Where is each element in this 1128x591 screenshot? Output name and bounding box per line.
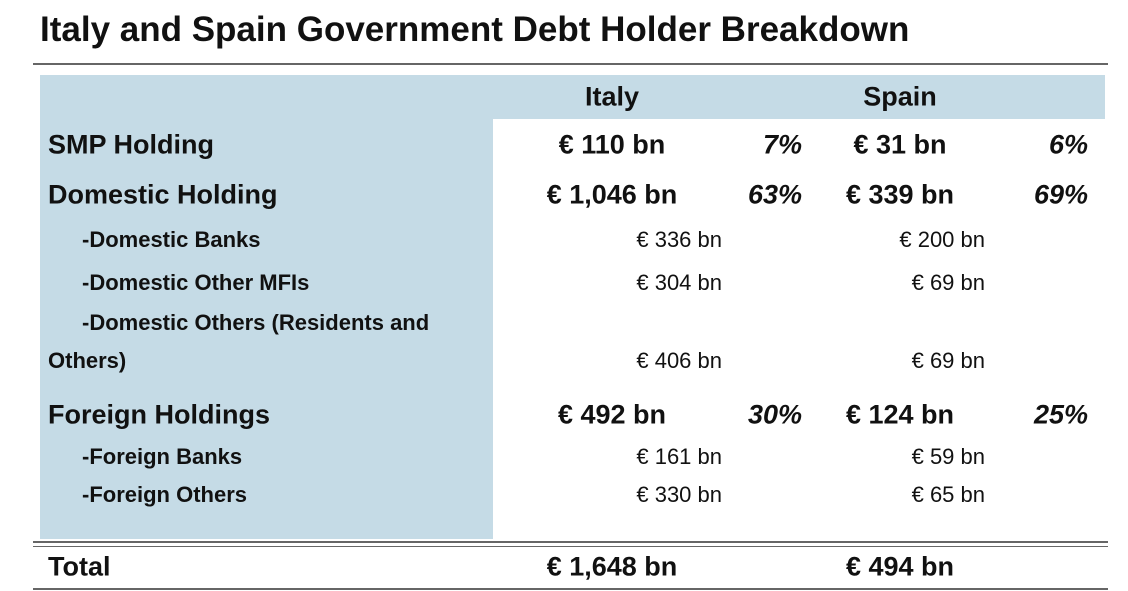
- sub-row-label: -Domestic Other MFIs: [82, 270, 310, 295]
- italy-amount: € 1,046 bn: [546, 179, 678, 210]
- italy-sub-amount: € 406 bn: [636, 348, 722, 373]
- spain-share: 6%: [1048, 129, 1088, 160]
- sub-row-label: -Foreign Others: [82, 482, 248, 507]
- italy-amount: € 492 bn: [557, 399, 667, 430]
- spain-sub-amount: € 69 bn: [911, 348, 985, 373]
- italy-sub-amount: € 330 bn: [636, 482, 722, 507]
- column-header: Spain: [863, 81, 937, 112]
- spain-sub-amount: € 59 bn: [911, 444, 985, 469]
- italy-share: 63%: [747, 179, 802, 210]
- total-italy: € 1,648 bn: [546, 551, 678, 582]
- spain-amount: € 124 bn: [845, 399, 955, 430]
- spain-share: 25%: [1033, 399, 1088, 430]
- spain-sub-amount: € 200 bn: [899, 227, 985, 252]
- sub-row-label: -Domestic Others (Residents and Others): [48, 310, 430, 373]
- total-rule: [33, 546, 1108, 547]
- spain-sub-amount: € 65 bn: [911, 482, 985, 507]
- bottom-rule: [33, 588, 1108, 590]
- italy-sub-amount: € 336 bn: [636, 227, 722, 252]
- row-label: SMP Holding: [48, 129, 214, 160]
- sub-row-label: -Domestic Banks: [82, 227, 261, 252]
- italy-sub-amount: € 161 bn: [636, 444, 722, 469]
- spain-amount: € 339 bn: [845, 179, 955, 210]
- total-label: Total: [48, 551, 111, 582]
- sub-row-label: -Foreign Banks: [82, 444, 243, 469]
- column-header: Italy: [584, 81, 640, 112]
- header-band: [40, 75, 1105, 119]
- italy-sub-amount: € 304 bn: [636, 270, 722, 295]
- title-rule: [33, 63, 1108, 65]
- row-label: Foreign Holdings: [48, 399, 270, 430]
- title: Italy and Spain Government Debt Holder B…: [40, 10, 910, 49]
- label-band: [40, 119, 493, 539]
- row-label: Domestic Holding: [48, 179, 278, 210]
- spain-amount: € 31 bn: [853, 129, 947, 160]
- total-rule: [33, 541, 1108, 543]
- italy-share: 30%: [747, 399, 802, 430]
- spain-sub-amount: € 69 bn: [911, 270, 985, 295]
- italy-share: 7%: [762, 129, 802, 160]
- italy-amount: € 110 bn: [558, 129, 666, 160]
- total-spain: € 494 bn: [845, 551, 955, 582]
- spain-share: 69%: [1033, 179, 1088, 210]
